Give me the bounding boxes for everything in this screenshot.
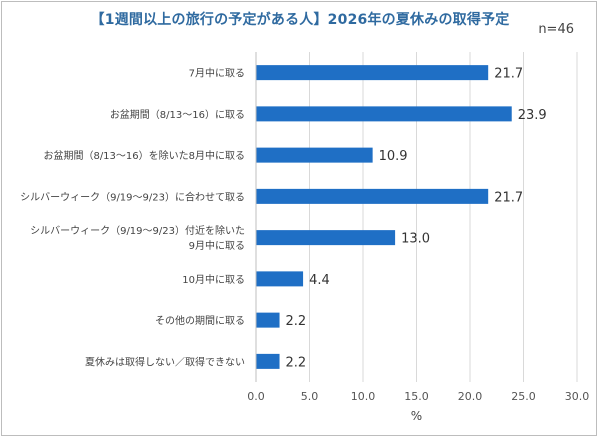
bar-value-label: 10.9	[379, 149, 408, 164]
bar-value-label: 21.7	[494, 190, 523, 205]
bar-value-label: 2.2	[286, 314, 307, 329]
category-label: 10月中に取る	[182, 273, 245, 286]
x-tick-label: 0.0	[247, 390, 265, 403]
x-tick-label: 10.0	[351, 390, 376, 403]
category-label: お盆期間（8/13～16）を除いた8月中に取る	[43, 149, 245, 162]
category-label: シルバーウィーク（9/19～9/23）付近を除いた 9月中に取る	[30, 224, 245, 252]
x-tick-label: 25.0	[511, 390, 536, 403]
bar	[256, 106, 512, 122]
bar	[256, 353, 280, 369]
x-tick-label: 15.0	[404, 390, 429, 403]
x-tick-label: 5.0	[301, 390, 319, 403]
x-tick-label: 30.0	[565, 390, 590, 403]
sample-size-label: n=46	[538, 22, 574, 37]
bar-value-label: 21.7	[494, 67, 523, 82]
category-label: 夏休みは取得しない／取得できない	[85, 356, 245, 368]
bar-value-label: 2.2	[286, 355, 307, 370]
category-label: シルバーウィーク（9/19～9/23）に合わせて取る	[20, 190, 245, 203]
bar-value-label: 4.4	[309, 273, 330, 288]
bar-value-label: 13.0	[401, 232, 430, 247]
bar	[256, 147, 373, 163]
bar	[256, 312, 280, 328]
category-label: その他の期間に取る	[155, 314, 245, 327]
bar	[256, 271, 304, 287]
bar-value-label: 23.9	[518, 108, 547, 123]
category-label: 7月中に取る	[189, 67, 245, 80]
bar	[256, 230, 396, 246]
bar	[256, 188, 489, 204]
bar	[256, 65, 489, 81]
chart-title: 【1週間以上の旅行の予定がある人】2026年の夏休みの取得予定	[90, 12, 510, 28]
x-axis-label: %	[411, 409, 422, 423]
x-tick-label: 20.0	[458, 390, 483, 403]
category-label: お盆期間（8/13～16）に取る	[110, 108, 245, 121]
